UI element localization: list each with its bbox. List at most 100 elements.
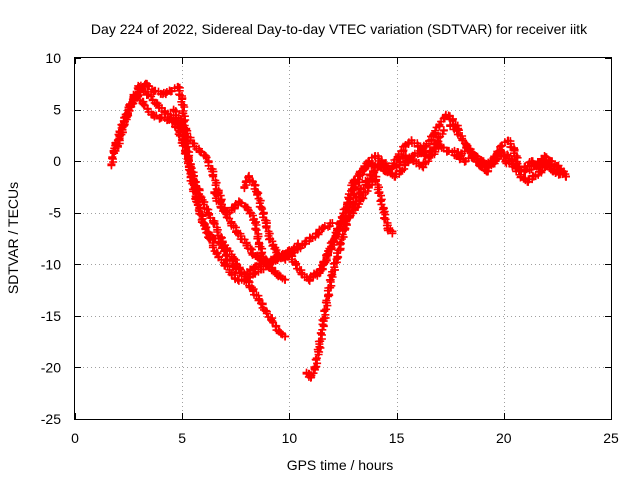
data-point: [281, 275, 290, 284]
data-point: [255, 296, 264, 305]
data-point: [246, 208, 255, 217]
data-point: [339, 219, 347, 228]
data-point: [441, 110, 450, 119]
data-point: [379, 208, 388, 217]
data-point: [439, 126, 448, 135]
y-tick-label: 10: [45, 50, 61, 66]
series-track-6: [240, 171, 337, 264]
data-point: [523, 177, 532, 186]
series-marks: [169, 106, 302, 267]
data-point: [311, 363, 320, 372]
data-point: [216, 239, 225, 248]
data-point: [233, 229, 242, 238]
data-point: [401, 151, 410, 160]
data-point: [257, 203, 266, 212]
data-point: [266, 234, 275, 243]
data-point: [156, 113, 165, 122]
series-track-3: [113, 90, 294, 279]
data-point: [165, 115, 174, 124]
data-point: [141, 79, 150, 88]
data-point: [364, 182, 373, 191]
data-point: [358, 167, 367, 176]
data-point: [281, 332, 290, 341]
data-point: [328, 270, 337, 279]
data-point: [186, 136, 195, 145]
y-tick-label: -5: [49, 205, 62, 221]
data-point: [407, 136, 416, 145]
data-point: [178, 95, 187, 104]
data-point: [240, 270, 249, 279]
data-point: [236, 198, 245, 207]
data-point: [281, 255, 290, 264]
data-point: [126, 100, 135, 109]
series-marks: [113, 91, 294, 279]
data-point: [540, 151, 549, 160]
data-point: [435, 121, 444, 130]
data-point: [216, 203, 225, 212]
data-point: [326, 244, 335, 253]
data-point: [345, 213, 354, 222]
data-point: [336, 239, 345, 248]
y-tick-label: 0: [53, 153, 61, 169]
data-point: [261, 306, 270, 315]
data-point: [231, 265, 240, 274]
data-point: [240, 182, 249, 191]
data-point: [263, 260, 272, 269]
x-tick-label: 10: [282, 430, 298, 446]
data-point: [497, 141, 506, 150]
data-point: [549, 167, 558, 176]
data-point: [259, 255, 268, 264]
x-tick-label: 25: [603, 430, 619, 446]
data-point: [173, 82, 182, 91]
data-point: [248, 286, 257, 295]
data-point: [248, 249, 257, 258]
data-point: [521, 162, 530, 171]
series-track-10: [339, 172, 397, 238]
data-point: [319, 317, 328, 326]
y-tick-label: 5: [53, 102, 61, 118]
data-point: [332, 255, 341, 264]
data-point: [276, 272, 285, 281]
data-point: [253, 188, 262, 197]
data-point: [302, 368, 311, 377]
y-tick-label: -20: [41, 359, 61, 375]
data-point: [319, 260, 328, 269]
data-point: [469, 151, 478, 160]
data-point: [510, 146, 519, 155]
data-point: [229, 203, 238, 212]
data-point: [375, 188, 384, 197]
data-point: [426, 151, 435, 160]
data-point: [319, 224, 328, 233]
data-point: [113, 141, 122, 150]
data-point: [527, 157, 536, 166]
data-point: [489, 157, 498, 166]
data-point: [274, 249, 283, 258]
data-point: [255, 239, 264, 248]
data-point: [133, 90, 142, 99]
data-point: [351, 182, 360, 191]
data-point: [227, 219, 236, 228]
data-point: [195, 146, 204, 155]
x-tick-label: 0: [71, 430, 79, 446]
data-point: [268, 265, 277, 274]
x-tick-label: 15: [389, 430, 405, 446]
chart-title: Day 224 of 2022, Sidereal Day-to-day VTE…: [91, 21, 588, 37]
data-point: [529, 172, 538, 181]
series-track-13: [450, 141, 568, 176]
data-point: [463, 141, 472, 150]
data-point: [416, 146, 425, 155]
data-point: [152, 100, 161, 109]
data-point: [542, 162, 551, 171]
data-point: [461, 157, 470, 166]
data-point: [384, 224, 393, 233]
data-point: [210, 234, 219, 243]
data-point: [274, 327, 283, 336]
data-point: [384, 167, 393, 176]
data-point: [452, 126, 461, 135]
data-point: [313, 270, 322, 279]
data-point: [272, 270, 281, 279]
data-point: [120, 121, 129, 130]
data-point: [534, 162, 543, 171]
data-point: [504, 136, 513, 145]
